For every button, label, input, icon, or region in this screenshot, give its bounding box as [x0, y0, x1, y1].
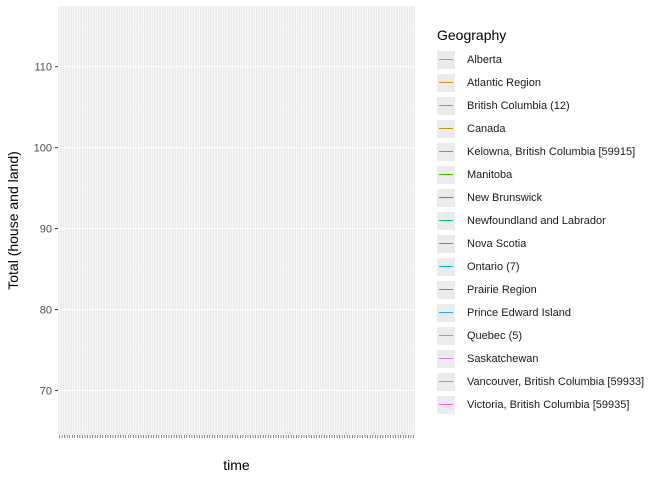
legend-item: Prairie Region [428, 278, 668, 301]
legend-item: British Columbia (12) [428, 94, 668, 117]
legend-key [437, 395, 455, 414]
legend-label: New Brunswick [467, 191, 543, 204]
legend-swatch-line [439, 403, 453, 405]
legend-swatch-line [439, 58, 453, 60]
legend-swatch-line [439, 242, 453, 244]
legend-label: Prince Edward Island [467, 306, 571, 319]
legend-item: Atlantic Region [428, 71, 668, 94]
legend-key [437, 142, 455, 161]
legend-item: Saskatchewan [428, 347, 668, 370]
y-tick-label: 110 [34, 62, 52, 74]
plot-panel [58, 6, 415, 435]
x-axis [59, 435, 414, 438]
legend-swatch-line [439, 334, 453, 336]
legend-label: Manitoba [467, 168, 513, 181]
y-axis: 70 80 90 100 110 [34, 62, 58, 397]
legend-key [437, 326, 455, 345]
legend-label: British Columbia (12) [467, 99, 570, 112]
legend-swatch-line [439, 219, 453, 221]
legend-item: Kelowna, British Columbia [59915] [428, 140, 668, 163]
legend-label: Newfoundland and Labrador [467, 214, 606, 227]
legend-swatch-line [439, 173, 453, 175]
legend-key [437, 372, 455, 391]
legend-swatch-line [439, 288, 453, 290]
legend-key [437, 50, 455, 69]
legend-label: Prairie Region [467, 283, 537, 296]
legend-item: Quebec (5) [428, 324, 668, 347]
legend-key [437, 349, 455, 368]
legend-swatch-line [439, 357, 453, 359]
legend-key [437, 257, 455, 276]
legend-item: Ontario (7) [428, 255, 668, 278]
legend-key [437, 119, 455, 138]
legend-item: Alberta [428, 48, 668, 71]
minor-gridlines [58, 25, 415, 432]
legend-items: Alberta Atlantic Region British Columbia (… [428, 48, 668, 416]
y-tick-label: 70 [40, 385, 52, 397]
legend-key [437, 211, 455, 230]
legend-key [437, 280, 455, 299]
legend-swatch-line [439, 196, 453, 198]
legend-key [437, 303, 455, 322]
legend-swatch-line [439, 81, 453, 83]
legend-item: New Brunswick [428, 186, 668, 209]
legend-label: Saskatchewan [467, 352, 539, 365]
y-tick-label: 100 [34, 143, 52, 155]
x-axis-label: time [223, 457, 250, 473]
legend-key [437, 188, 455, 207]
legend-key [437, 73, 455, 92]
legend-item: Newfoundland and Labrador [428, 209, 668, 232]
legend-key [437, 165, 455, 184]
legend-swatch-line [439, 380, 453, 382]
legend-item: Victoria, British Columbia [59935] [428, 393, 668, 416]
legend-swatch-line [439, 150, 453, 152]
major-gridlines [58, 66, 415, 392]
legend-swatch-line [439, 104, 453, 106]
legend: Geography Alberta Atlantic Region British … [428, 22, 668, 416]
legend-label: Nova Scotia [467, 237, 527, 250]
y-tick-label: 90 [40, 224, 52, 236]
legend-label: Canada [467, 122, 506, 135]
legend-item: Prince Edward Island [428, 301, 668, 324]
legend-label: Vancouver, British Columbia [59933] [467, 375, 645, 388]
legend-item: Canada [428, 117, 668, 140]
y-tick-label: 80 [40, 305, 52, 317]
legend-swatch-line [439, 265, 453, 267]
legend-key [437, 96, 455, 115]
legend-label: Ontario (7) [467, 260, 520, 273]
legend-item: Nova Scotia [428, 232, 668, 255]
y-axis-label: Total (house and land) [5, 151, 21, 290]
legend-title: Geography [437, 27, 507, 43]
legend-label: Quebec (5) [467, 329, 523, 342]
legend-item: Manitoba [428, 163, 668, 186]
legend-key [437, 234, 455, 253]
x-gridlines [59, 6, 414, 435]
legend-label: Alberta [467, 53, 502, 66]
legend-swatch-line [439, 311, 453, 313]
legend-label: Victoria, British Columbia [59935] [467, 398, 630, 411]
legend-label: Kelowna, British Columbia [59915] [467, 145, 636, 158]
legend-item: Vancouver, British Columbia [59933] [428, 370, 668, 393]
legend-swatch-line [439, 127, 453, 129]
legend-label: Atlantic Region [467, 76, 541, 89]
